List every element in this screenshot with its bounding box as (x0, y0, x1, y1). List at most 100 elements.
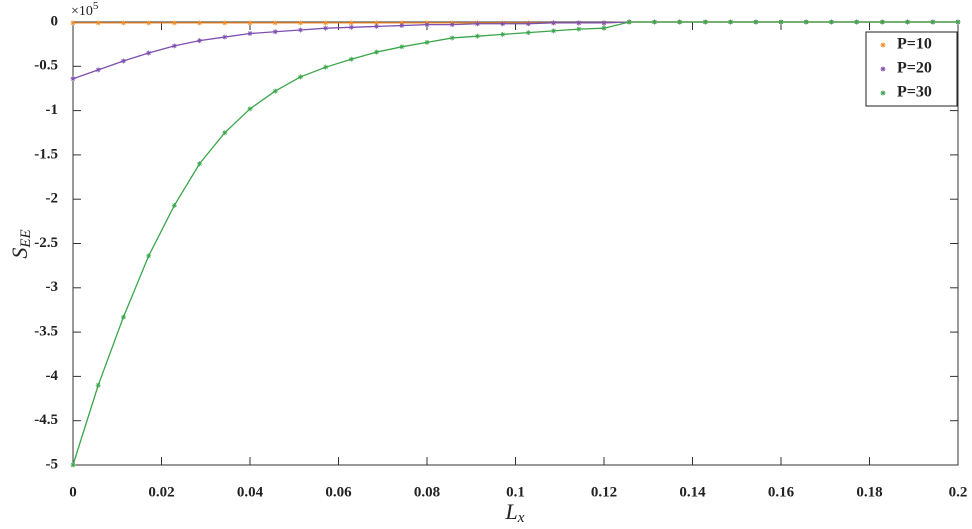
series-marker (70, 76, 76, 82)
y-multiplier-base: ×10 (71, 4, 93, 19)
series-marker (222, 130, 228, 136)
series-marker (905, 19, 911, 25)
series-marker (197, 20, 203, 26)
series-marker (551, 20, 557, 26)
series-marker (474, 33, 480, 39)
series-marker (753, 19, 759, 25)
series-marker (120, 20, 126, 26)
y-multiplier: ×105 (71, 0, 99, 19)
series-marker (120, 314, 126, 320)
legend-marker (880, 90, 886, 96)
series-marker (348, 56, 354, 62)
series-line (72, 21, 958, 466)
series-marker (424, 39, 430, 45)
series-marker (399, 44, 405, 50)
y-tick-label: -2.5 (34, 235, 58, 251)
x-tick-label: 0.06 (325, 484, 352, 500)
series-marker (399, 20, 405, 26)
series-marker (348, 24, 354, 30)
series-marker (197, 38, 203, 44)
y-tick-label: 0 (51, 13, 59, 29)
x-tick-label: 0.12 (591, 484, 617, 500)
x-axis-label-sub: x (517, 510, 525, 526)
series-marker (500, 21, 506, 27)
series-marker (146, 20, 152, 26)
series-marker (348, 20, 354, 26)
x-tick-label: 0.18 (856, 484, 882, 500)
series-marker (297, 27, 303, 33)
series-marker (95, 382, 101, 388)
x-tick-label: 0.1 (506, 484, 525, 500)
x-tick-label: 0.16 (768, 484, 795, 500)
y-tick-label: -3 (46, 279, 59, 295)
series-marker (474, 21, 480, 27)
series-marker (297, 74, 303, 80)
y-tick-label: -5 (46, 456, 59, 472)
y-tick-label: -3.5 (34, 324, 58, 340)
series-marker (272, 29, 278, 35)
y-tick-label: -4.5 (34, 412, 58, 428)
x-tick-label: 0 (69, 484, 77, 500)
series-marker (146, 253, 152, 259)
series-marker (601, 20, 607, 26)
x-tick-label: 0.08 (414, 484, 440, 500)
series-marker (803, 19, 809, 25)
series-marker (70, 20, 76, 26)
series-marker (930, 19, 936, 25)
series-marker (272, 88, 278, 94)
legend-label: P=30 (897, 84, 932, 101)
series-marker (171, 43, 177, 49)
y-multiplier-exponent: 5 (93, 0, 99, 12)
y-tick-label: -2 (46, 191, 59, 207)
x-tick-label: 0.14 (679, 484, 706, 500)
series-marker (323, 64, 329, 70)
series-marker (374, 20, 380, 26)
series-marker (525, 21, 531, 27)
series-marker (323, 20, 329, 26)
series-marker (576, 20, 582, 26)
series-marker (297, 20, 303, 26)
series-marker (500, 31, 506, 37)
series-marker (120, 58, 126, 64)
series-marker (247, 20, 253, 26)
x-tick-label: 0.04 (237, 484, 264, 500)
x-tick-label: 0.2 (949, 484, 968, 500)
legend-label: P=10 (897, 36, 932, 53)
y-axis-label: SEE (7, 229, 34, 258)
series-marker (854, 19, 860, 25)
series-marker (702, 19, 708, 25)
x-axis-label-base: L (505, 499, 518, 524)
series-marker (728, 19, 734, 25)
series-marker (778, 19, 784, 25)
series-marker (374, 49, 380, 55)
series-marker (879, 19, 885, 25)
series-marker (272, 20, 278, 26)
series-marker (95, 20, 101, 26)
series-marker (955, 19, 961, 25)
series-marker (601, 25, 607, 31)
series-marker (399, 23, 405, 29)
y-tick-label: -1.5 (34, 146, 58, 162)
series-marker (247, 106, 253, 112)
series-marker (374, 23, 380, 29)
series-marker (576, 26, 582, 32)
legend-marker (880, 42, 886, 48)
y-axis-label-base: S (7, 248, 32, 259)
y-axis-label-sub: EE (18, 229, 34, 248)
series-marker (197, 161, 203, 167)
series-marker (171, 20, 177, 26)
series-marker (449, 35, 455, 41)
series-marker (222, 20, 228, 26)
series-marker (551, 28, 557, 34)
series-marker (247, 31, 253, 37)
series-marker (323, 25, 329, 31)
series-marker (449, 22, 455, 28)
series-marker (95, 67, 101, 73)
series-marker (677, 19, 683, 25)
series-marker (146, 50, 152, 56)
series-marker (651, 19, 657, 25)
x-tick-label: 0.02 (148, 484, 174, 500)
series-marker (424, 22, 430, 28)
